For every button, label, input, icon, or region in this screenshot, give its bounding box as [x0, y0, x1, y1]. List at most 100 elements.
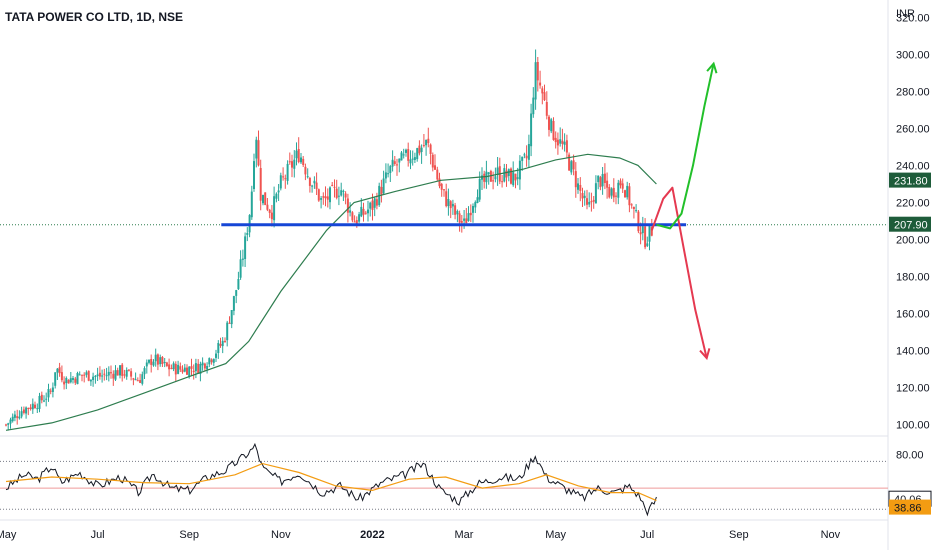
candle — [141, 371, 144, 386]
candle — [20, 406, 23, 419]
projection-up-arrow-head — [706, 61, 718, 74]
candle — [429, 143, 432, 165]
candle — [382, 170, 385, 195]
candle — [123, 369, 126, 379]
candle — [340, 182, 343, 197]
candle — [534, 49, 537, 110]
candle — [165, 361, 168, 368]
candle — [159, 354, 162, 367]
candle — [270, 205, 273, 227]
candle — [58, 362, 61, 377]
candle — [156, 353, 159, 371]
candle — [286, 160, 289, 185]
candle — [512, 161, 515, 187]
candle — [56, 368, 59, 380]
candle — [344, 191, 347, 205]
candle — [501, 175, 504, 188]
candle — [78, 371, 81, 376]
candle — [583, 190, 586, 206]
candle — [253, 153, 255, 192]
candle — [266, 198, 269, 212]
candle — [454, 202, 457, 220]
candle — [398, 158, 401, 173]
candle — [257, 130, 260, 167]
candle — [548, 114, 550, 137]
candle — [107, 366, 110, 382]
candle — [608, 184, 611, 199]
candle — [375, 192, 378, 210]
candle — [215, 349, 217, 362]
candle — [275, 192, 278, 203]
candle — [311, 184, 314, 193]
candle — [362, 202, 365, 222]
candle — [483, 170, 486, 189]
candle — [590, 192, 593, 212]
candle — [637, 210, 640, 234]
candle — [110, 365, 112, 379]
candle — [190, 358, 193, 376]
candle — [465, 208, 468, 224]
candle — [226, 320, 229, 347]
candle — [606, 172, 609, 199]
candle — [416, 147, 419, 162]
candle — [427, 127, 430, 148]
x-tick-label: Sep — [179, 529, 199, 541]
candle — [369, 201, 372, 217]
candle — [89, 379, 92, 386]
candle — [297, 137, 300, 164]
candle — [121, 363, 124, 382]
candle — [588, 192, 591, 208]
candle — [43, 395, 45, 403]
candle — [16, 409, 19, 425]
svg-text:231.80: 231.80 — [894, 176, 928, 188]
candle — [250, 185, 253, 220]
x-tick-label: Sep — [729, 529, 749, 541]
y-tick-label: 240.00 — [896, 160, 930, 172]
candle — [527, 134, 530, 168]
candle — [60, 365, 63, 383]
svg-text:38.86: 38.86 — [894, 503, 922, 515]
candle — [69, 372, 72, 384]
candle — [9, 417, 12, 429]
candle — [333, 179, 336, 198]
x-tick-label: Jul — [91, 529, 105, 541]
candle — [545, 91, 548, 120]
candle — [208, 357, 211, 368]
candle — [132, 377, 135, 386]
candle — [27, 407, 30, 416]
candle — [474, 200, 477, 213]
candle — [521, 156, 524, 171]
candle — [228, 316, 231, 324]
candle — [259, 159, 262, 211]
candle — [389, 164, 392, 182]
candle — [65, 376, 68, 390]
candle — [130, 368, 133, 381]
candle — [422, 134, 425, 148]
grid-layer — [0, 0, 889, 550]
rsi-layer — [0, 442, 888, 517]
y-tick-label: 140.00 — [896, 346, 930, 358]
candle — [116, 367, 119, 376]
candle — [18, 410, 21, 420]
candle — [358, 211, 361, 224]
candle — [143, 366, 146, 379]
projection-down-arrow-head — [699, 348, 711, 361]
ma-value-tag: 231.80 — [889, 172, 931, 188]
candle — [496, 157, 499, 186]
candle — [628, 183, 631, 213]
candle — [530, 103, 533, 157]
candle — [568, 152, 571, 171]
svg-text:207.90: 207.90 — [894, 220, 928, 232]
candle — [449, 200, 452, 219]
candle — [197, 359, 200, 374]
candle — [112, 370, 115, 386]
y-tick-label: 120.00 — [896, 383, 930, 395]
candle — [539, 70, 542, 89]
candle — [163, 358, 166, 368]
candle — [626, 181, 629, 200]
candle — [577, 178, 579, 194]
candle — [72, 376, 74, 384]
candle — [246, 227, 249, 242]
candle — [487, 172, 490, 185]
candle — [212, 358, 215, 367]
